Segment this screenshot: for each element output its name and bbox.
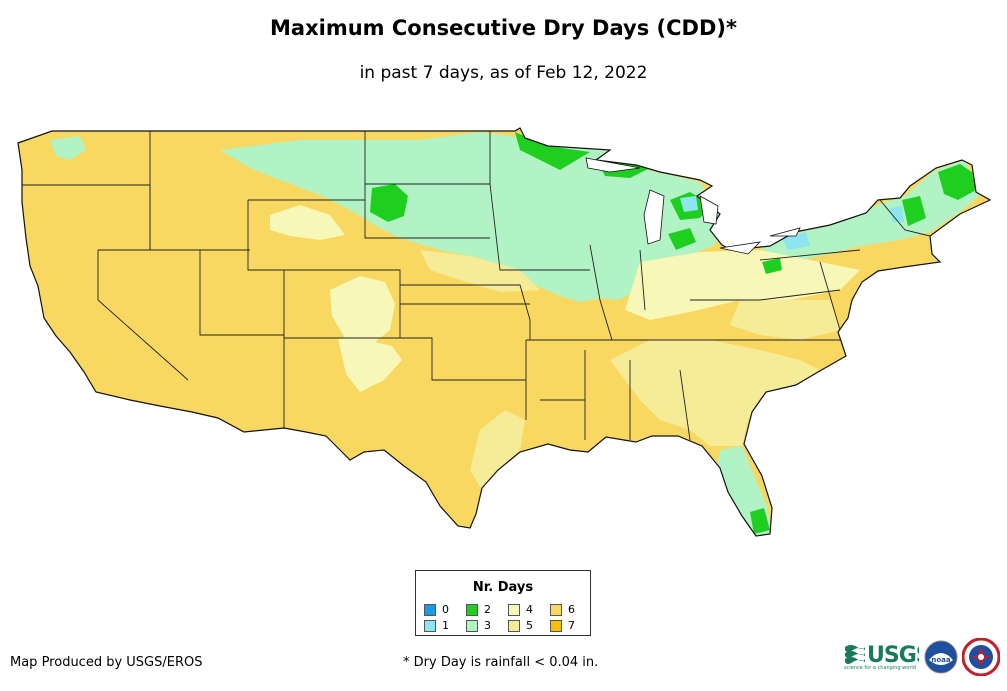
legend-label: 0	[442, 603, 449, 616]
us-base-region	[18, 128, 990, 536]
zone-1-day-michigan	[680, 196, 698, 212]
zone-4-days-wyoming	[270, 205, 345, 240]
legend-swatch	[550, 619, 562, 632]
legend-swatch	[466, 603, 478, 616]
us-cdd-map	[17, 127, 992, 537]
map-subtitle: in past 7 days, as of Feb 12, 2022	[359, 63, 648, 83]
zone-2-days-ohio	[762, 258, 782, 274]
nws-logo	[961, 637, 1001, 677]
zone-2-days-vermont	[902, 196, 926, 226]
zone-5-days-southeast	[610, 340, 820, 446]
legend-item: 2	[466, 603, 508, 616]
legend-label: 4	[526, 603, 533, 616]
map-title: Maximum Consecutive Dry Days (CDD)*	[270, 16, 737, 40]
zone-1-day-new-england	[890, 206, 904, 222]
legend-label: 2	[484, 603, 491, 616]
legend-items: 0 2 4 6 1 3 5 7	[424, 603, 594, 632]
zone-4-days-new-mexico	[338, 338, 402, 392]
zone-5-days-appalachia	[730, 300, 840, 340]
zone-4-days-ohio-valley	[625, 250, 860, 320]
map-legend: Nr. Days 0 2 4 6 1 3 5 7	[415, 570, 591, 636]
legend-swatch	[424, 619, 436, 632]
legend-label: 5	[526, 619, 533, 632]
legend-item: 4	[508, 603, 550, 616]
legend-item: 6	[550, 603, 592, 616]
zone-4-days-colorado	[330, 276, 395, 346]
zone-2-days-south-florida	[750, 508, 770, 534]
zone-5-days-plains	[420, 250, 540, 292]
legend-label: 1	[442, 619, 449, 632]
state-borders	[22, 131, 931, 441]
noaa-logo: noaa	[924, 640, 958, 674]
noaa-wordmark: noaa	[931, 656, 951, 664]
zone-3-days-north-central	[220, 132, 720, 302]
legend-label: 6	[568, 603, 575, 616]
legend-item: 3	[466, 619, 508, 632]
great-lakes	[585, 157, 801, 255]
zone-5-days-texas-coast	[470, 410, 525, 490]
legend-item: 5	[508, 619, 550, 632]
zone-2-days-north-dakota	[370, 184, 408, 222]
legend-item: 1	[424, 619, 466, 632]
legend-item: 7	[550, 619, 592, 632]
usgs-tagline: science for a changing world	[844, 665, 916, 671]
usgs-logo: USGS science for a changing world	[843, 641, 932, 671]
map-credit: Map Produced by USGS/EROS	[10, 655, 203, 670]
zone-2-days-new-england	[938, 164, 976, 200]
zone-2-days-michigan-south	[668, 228, 696, 250]
legend-swatch	[550, 603, 562, 616]
zone-3-days-northwest-coast	[50, 136, 86, 160]
legend-swatch	[508, 619, 520, 632]
dry-day-footnote: * Dry Day is rainfall < 0.04 in.	[403, 655, 599, 670]
zone-3-days-northeast	[760, 160, 980, 262]
legend-title: Nr. Days	[472, 580, 534, 595]
legend-swatch	[466, 619, 478, 632]
legend-label: 3	[484, 619, 491, 632]
legend-label: 7	[568, 619, 575, 632]
us-outline	[17, 127, 992, 537]
zone-1-day-new-york	[782, 232, 810, 250]
legend-swatch	[424, 603, 436, 616]
legend-swatch	[508, 603, 520, 616]
legend-item: 0	[424, 603, 466, 616]
